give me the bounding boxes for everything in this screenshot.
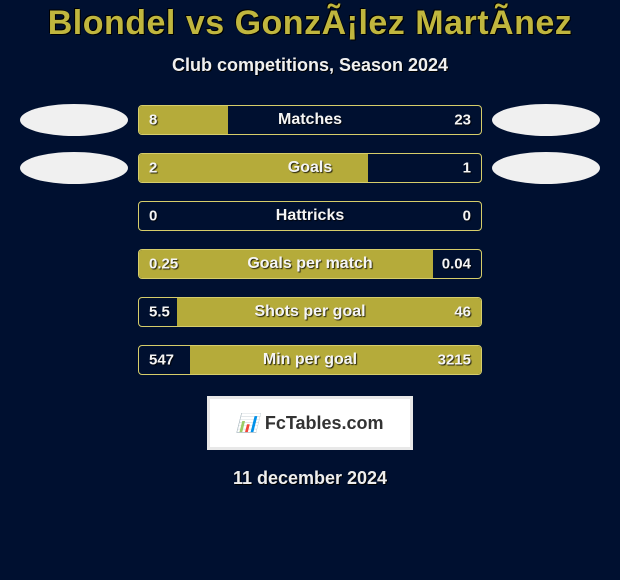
stat-value-right: 3215 <box>438 352 471 369</box>
stat-row: 2 1 Goals <box>0 152 620 184</box>
stat-row: 8 23 Matches <box>0 104 620 136</box>
stat-row: 547 3215 Min per goal <box>0 344 620 376</box>
stat-label: Goals <box>288 159 332 177</box>
logo-text: FcTables.com <box>265 413 384 434</box>
stat-label: Goals per match <box>247 255 372 273</box>
stat-bar: 0 0 Hattricks <box>138 201 482 231</box>
page-subtitle: Club competitions, Season 2024 <box>0 55 620 76</box>
player-marker-left <box>20 104 128 136</box>
stat-value-right: 46 <box>454 304 471 321</box>
bar-fill-left <box>139 154 368 182</box>
player-marker-right <box>492 104 600 136</box>
comparison-card: Blondel vs GonzÃ¡lez MartÃ­nez Club comp… <box>0 0 620 580</box>
stat-row: 5.5 46 Shots per goal <box>0 296 620 328</box>
stat-bar: 547 3215 Min per goal <box>138 345 482 375</box>
stat-value-left: 2 <box>149 160 157 177</box>
stat-value-left: 8 <box>149 112 157 129</box>
stats-rows: 8 23 Matches 2 1 Goals 0 0 Hattricks 0.25 0.04 Goal… <box>0 104 620 376</box>
stat-bar: 0.25 0.04 Goals per match <box>138 249 482 279</box>
stat-row: 0.25 0.04 Goals per match <box>0 248 620 280</box>
stat-value-left: 0 <box>149 208 157 225</box>
stat-value-right: 1 <box>463 160 471 177</box>
source-logo: 📊 FcTables.com <box>207 396 413 450</box>
player-marker-left <box>20 152 128 184</box>
stat-label: Min per goal <box>263 351 357 369</box>
page-title: Blondel vs GonzÃ¡lez MartÃ­nez <box>0 4 620 43</box>
stat-bar: 5.5 46 Shots per goal <box>138 297 482 327</box>
stat-label: Matches <box>278 111 342 129</box>
stat-value-right: 0 <box>463 208 471 225</box>
stat-value-left: 0.25 <box>149 256 178 273</box>
stat-bar: 2 1 Goals <box>138 153 482 183</box>
stat-value-right: 23 <box>454 112 471 129</box>
stat-value-right: 0.04 <box>442 256 471 273</box>
player-marker-right <box>492 152 600 184</box>
stat-label: Shots per goal <box>254 303 365 321</box>
stat-value-left: 5.5 <box>149 304 170 321</box>
stat-row: 0 0 Hattricks <box>0 200 620 232</box>
stat-label: Hattricks <box>276 207 344 225</box>
chart-icon: 📊 <box>236 413 258 434</box>
date-text: 11 december 2024 <box>0 468 620 489</box>
stat-bar: 8 23 Matches <box>138 105 482 135</box>
stat-value-left: 547 <box>149 352 174 369</box>
